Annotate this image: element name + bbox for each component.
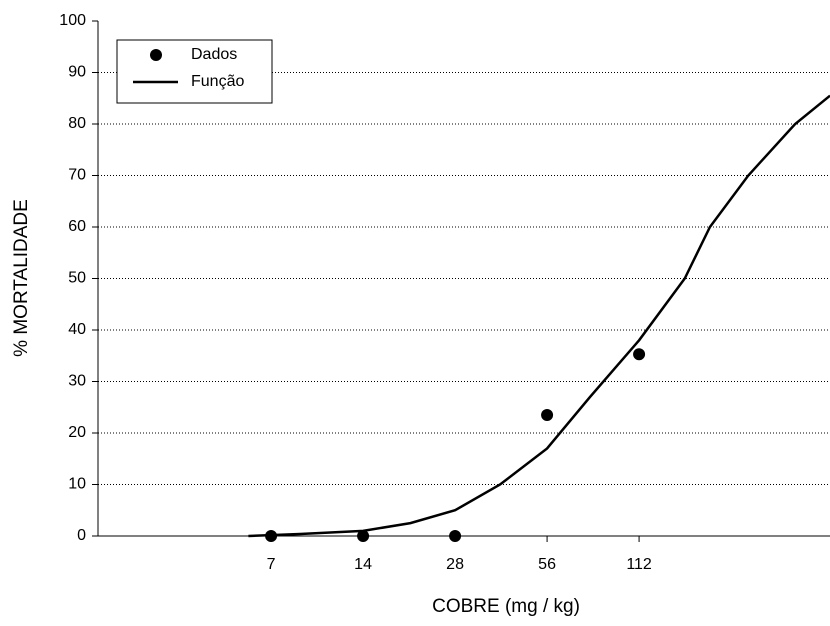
data-point [449,530,462,542]
data-point [541,408,554,421]
legend-box [116,39,273,104]
y-tick-label: 20 [68,424,86,441]
x-axis-label: COBRE (mg / kg) [432,596,580,617]
y-tick-label: 100 [59,12,86,29]
data-point [633,348,646,361]
x-tick-label: 14 [354,556,372,573]
legend-label: Dados [191,46,237,63]
y-tick-label: 80 [68,115,86,132]
fit-line [248,94,830,538]
y-tick-label: 10 [68,476,86,493]
y-tick-label: 90 [68,64,86,81]
y-tick-label: 60 [68,218,86,235]
x-tick-label: 7 [267,556,276,573]
legend-label: Função [191,73,244,90]
y-axis-label: % MORTALIDADE [11,199,32,357]
y-tick-label: 30 [68,373,86,390]
y-tick-label: 50 [68,270,86,287]
data-point [357,530,370,542]
legend-marker [150,49,162,61]
x-tick-label: 112 [626,556,652,573]
y-tick-label: 40 [68,321,86,338]
y-tick-label: 0 [77,527,86,544]
x-tick-label: 56 [538,556,556,573]
y-tick-label: 70 [68,167,86,184]
x-tick-label: 28 [446,556,464,573]
